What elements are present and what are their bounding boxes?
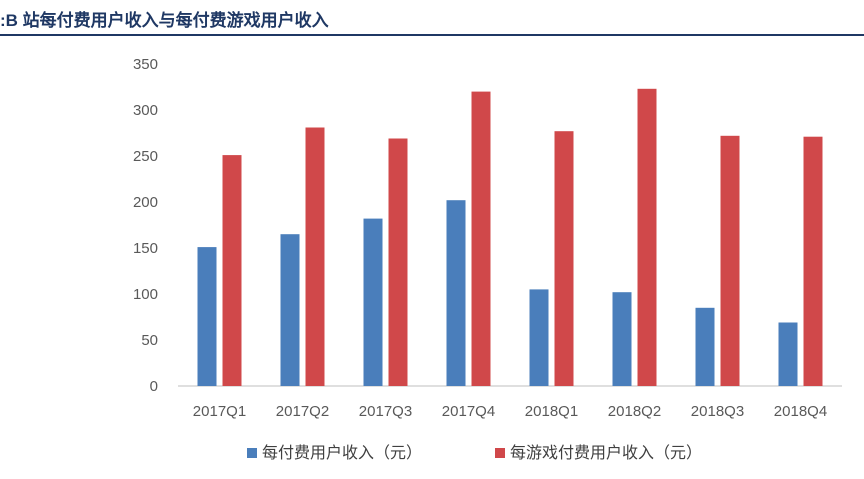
x-tick-label: 2018Q4 — [774, 403, 827, 420]
bars-group — [197, 88, 823, 387]
bar-series1-2018Q1 — [529, 289, 549, 386]
bar-series2-2017Q2 — [305, 127, 325, 386]
legend-swatch — [247, 448, 257, 458]
bar-series1-2017Q1 — [197, 247, 217, 386]
x-axis-ticks: 2017Q1 2017Q2 2017Q3 2017Q4 2018Q1 2018Q2 2018… — [193, 403, 827, 420]
y-tick-label: 50 — [141, 332, 158, 349]
bar-series2-2018Q2 — [637, 88, 657, 387]
legend-label: 每付费用户收入（元） — [262, 444, 422, 462]
x-tick-label: 2017Q2 — [276, 403, 329, 420]
bar-series1-2018Q2 — [612, 292, 632, 386]
y-tick-label: 200 — [133, 194, 158, 211]
bar-series1-2018Q3 — [695, 307, 715, 386]
y-tick-label: 0 — [150, 378, 158, 395]
x-tick-label: 2017Q3 — [359, 403, 412, 420]
y-tick-label: 250 — [133, 148, 158, 165]
x-tick-label: 2018Q1 — [525, 403, 578, 420]
y-tick-label: 150 — [133, 240, 158, 257]
x-tick-label: 2017Q4 — [442, 403, 495, 420]
y-axis-ticks: 0 50 100 150 200 250 300 350 — [133, 56, 158, 395]
page-title: :B 站每付费用户收入与每付费游戏用户收入 — [0, 11, 329, 30]
legend-swatch — [495, 448, 505, 458]
x-tick-label: 2017Q1 — [193, 403, 246, 420]
legend-label: 每游戏付费用户收入（元） — [510, 444, 702, 462]
header-bar: :B 站每付费用户收入与每付费游戏用户收入 — [0, 0, 864, 36]
y-tick-label: 350 — [133, 56, 158, 73]
bar-series2-2018Q1 — [554, 131, 574, 386]
bar-series2-2018Q4 — [803, 136, 823, 386]
y-tick-label: 300 — [133, 102, 158, 119]
legend: 每付费用户收入（元） 每游戏付费用户收入（元） — [247, 444, 702, 462]
bar-series2-2018Q3 — [720, 135, 740, 386]
bar-series2-2017Q1 — [222, 155, 242, 386]
bar-series1-2017Q3 — [363, 218, 383, 386]
x-tick-label: 2018Q3 — [691, 403, 744, 420]
bar-series1-2018Q4 — [778, 322, 798, 386]
y-tick-label: 100 — [133, 286, 158, 303]
bar-series1-2017Q2 — [280, 234, 300, 386]
bar-series2-2017Q4 — [471, 91, 491, 386]
x-tick-label: 2018Q2 — [608, 403, 661, 420]
bar-series1-2017Q4 — [446, 200, 466, 386]
bar-series2-2017Q3 — [388, 138, 408, 386]
